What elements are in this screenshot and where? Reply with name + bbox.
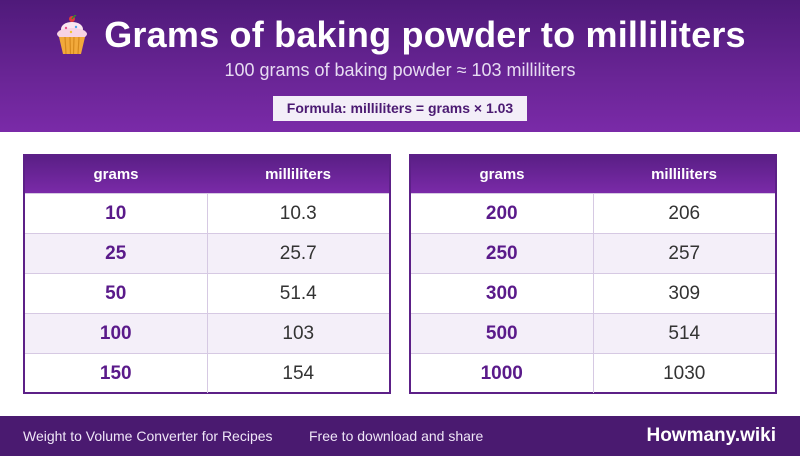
grams-cell: 300 <box>411 274 594 313</box>
page-title: Grams of baking powder to milliliters <box>104 14 746 55</box>
formula-wrap: Formula: milliliters = grams × 1.03 <box>0 96 800 121</box>
conversion-table-right: grams milliliters 200 206 250 257 300 30… <box>409 154 777 394</box>
footer: Weight to Volume Converter for Recipes F… <box>0 416 800 456</box>
milliliters-cell: 206 <box>668 202 701 224</box>
table-row: 10 10.3 <box>25 193 389 233</box>
footer-tagline: Weight to Volume Converter for Recipes <box>23 428 273 444</box>
milliliters-cell: 257 <box>668 242 701 264</box>
milliliters-cell: 309 <box>668 282 701 304</box>
grams-cell: 150 <box>25 354 208 393</box>
grams-cell: 500 <box>411 314 594 353</box>
formula-badge: Formula: milliliters = grams × 1.03 <box>272 96 528 121</box>
milliliters-cell: 25.7 <box>279 242 317 264</box>
table-row: 300 309 <box>411 273 775 313</box>
subtitle: 100 grams of baking powder ≈ 103 millili… <box>224 60 576 80</box>
milliliters-cell: 1030 <box>663 362 706 384</box>
table-row: 1000 1030 <box>411 353 775 393</box>
header: Grams of baking powder to milliliters 10… <box>0 0 800 132</box>
title-row: Grams of baking powder to milliliters <box>0 12 800 58</box>
conversion-table-left: grams milliliters 10 10.3 25 25.7 50 51.… <box>23 154 391 394</box>
milliliters-cell: 51.4 <box>279 282 317 304</box>
grams-cell: 10 <box>25 194 208 233</box>
milliliters-cell: 103 <box>282 322 315 344</box>
table-row: 50 51.4 <box>25 273 389 313</box>
milliliters-cell: 514 <box>668 322 701 344</box>
column-header-grams: grams <box>93 166 139 183</box>
grams-cell: 25 <box>25 234 208 273</box>
grams-cell: 50 <box>25 274 208 313</box>
brand-link[interactable]: Howmany.wiki <box>646 425 776 446</box>
grams-cell: 1000 <box>411 354 594 393</box>
table-row: 250 257 <box>411 233 775 273</box>
column-header-milliliters: milliliters <box>651 166 717 183</box>
column-header-milliliters: milliliters <box>265 166 331 183</box>
table-row: 25 25.7 <box>25 233 389 273</box>
table-header: grams milliliters <box>411 156 775 193</box>
grams-cell: 250 <box>411 234 594 273</box>
grams-cell: 100 <box>25 314 208 353</box>
table-row: 100 103 <box>25 313 389 353</box>
table-row: 200 206 <box>411 193 775 233</box>
table-row: 500 514 <box>411 313 775 353</box>
milliliters-cell: 10.3 <box>279 202 317 224</box>
column-header-grams: grams <box>479 166 525 183</box>
table-header: grams milliliters <box>25 156 389 193</box>
cupcake-icon <box>54 14 90 55</box>
table-row: 150 154 <box>25 353 389 393</box>
footer-note: Free to download and share <box>309 428 484 444</box>
milliliters-cell: 154 <box>282 362 315 384</box>
grams-cell: 200 <box>411 194 594 233</box>
